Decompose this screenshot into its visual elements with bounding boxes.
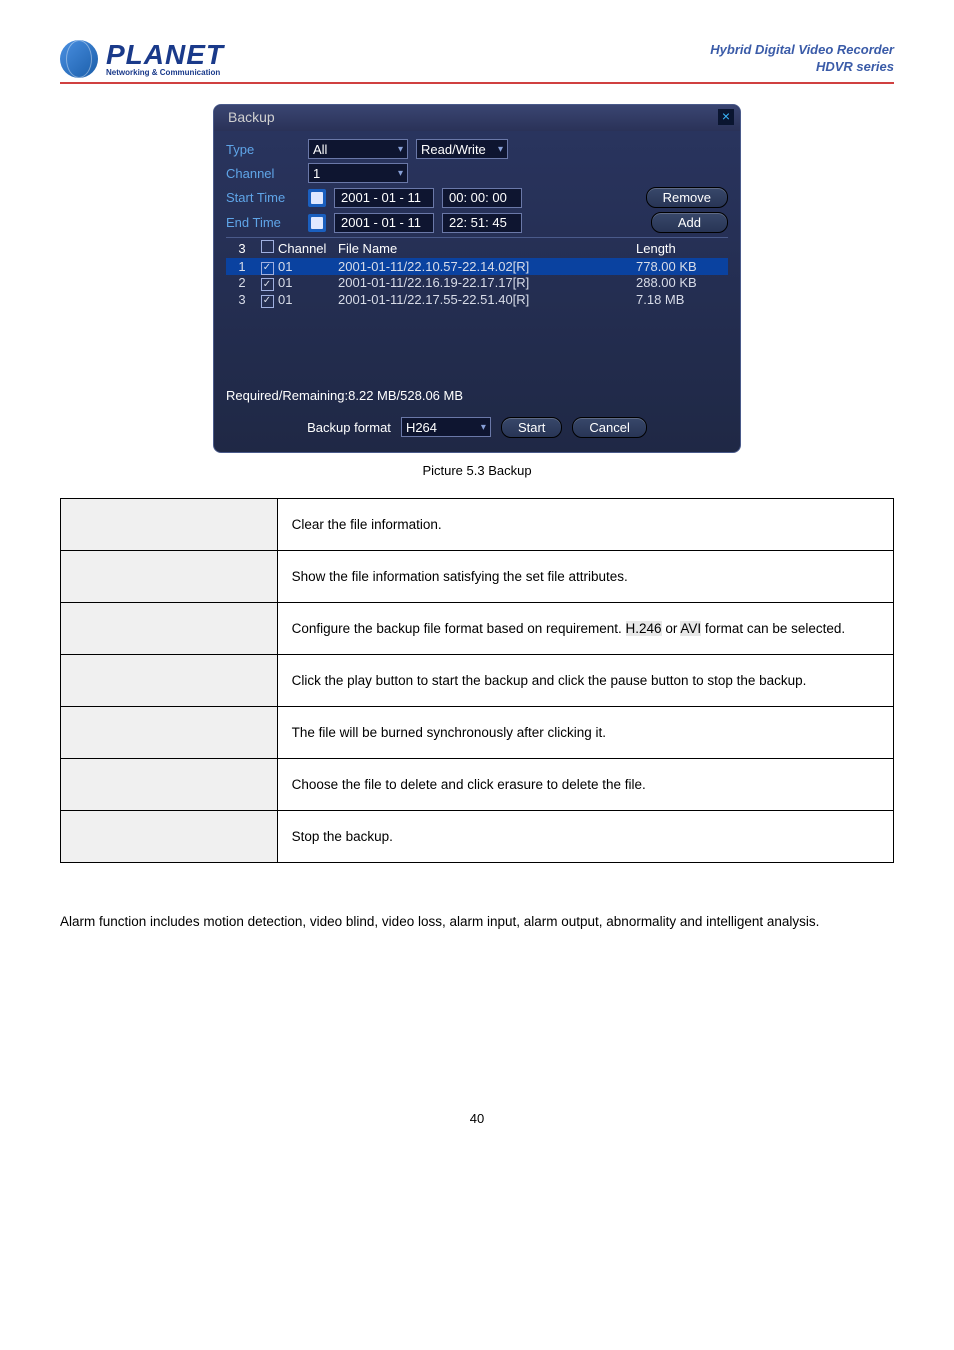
table-row: The file will be burned synchronously af… (61, 706, 894, 758)
start-time-input[interactable]: 00: 00: 00 (442, 188, 522, 208)
list-row[interactable]: 1 ✓ 01 2001-01-11/22.10.57-22.14.02[R] 7… (226, 258, 728, 275)
col-filename: File Name (338, 241, 636, 256)
header-checkbox[interactable] (256, 240, 278, 256)
calendar-icon[interactable] (308, 214, 326, 232)
desc-cell: Click the play button to start the backu… (277, 654, 893, 706)
desc-cell: Stop the backup. (277, 810, 893, 862)
table-row: Stop the backup. (61, 810, 894, 862)
header-title-line2: HDVR series (710, 59, 894, 76)
dialog-title-bar: Backup × (214, 105, 740, 131)
page-number: 40 (60, 1111, 894, 1126)
channel-label: Channel (226, 166, 300, 181)
col-length: Length (636, 241, 726, 256)
end-time-input[interactable]: 22: 51: 45 (442, 213, 522, 233)
desc-cell: Choose the file to delete and click eras… (277, 758, 893, 810)
remove-button[interactable]: Remove (646, 187, 728, 208)
format-dropdown[interactable]: H264 (401, 417, 491, 437)
figure-caption: Picture 5.3 Backup (60, 463, 894, 478)
desc-cell: Clear the file information. (277, 498, 893, 550)
start-time-label: Start Time (226, 190, 300, 205)
logo-globe-icon (60, 40, 98, 78)
row-checkbox[interactable]: ✓ (256, 275, 278, 292)
description-table: Clear the file information. Show the fil… (60, 498, 894, 863)
desc-cell: The file will be burned synchronously af… (277, 706, 893, 758)
list-row[interactable]: 3 ✓ 01 2001-01-11/22.17.55-22.51.40[R] 7… (226, 291, 728, 308)
start-button[interactable]: Start (501, 417, 562, 438)
end-time-label: End Time (226, 215, 300, 230)
list-count: 3 (228, 241, 256, 256)
readwrite-dropdown[interactable]: Read/Write (416, 139, 508, 159)
table-row: Configure the backup file format based o… (61, 602, 894, 654)
col-channel: Channel (278, 241, 338, 256)
format-label: Backup format (307, 420, 391, 435)
cancel-button[interactable]: Cancel (572, 417, 646, 438)
end-date-input[interactable]: 2001 - 01 - 11 (334, 213, 434, 233)
dialog-title: Backup (228, 109, 275, 125)
list-row[interactable]: 2 ✓ 01 2001-01-11/22.16.19-22.17.17[R] 2… (226, 275, 728, 292)
page-header: PLANET Networking & Communication Hybrid… (60, 40, 894, 84)
header-title: Hybrid Digital Video Recorder HDVR serie… (710, 42, 894, 76)
table-row: Show the file information satisfying the… (61, 550, 894, 602)
table-row: Click the play button to start the backu… (61, 654, 894, 706)
logo: PLANET Networking & Communication (60, 40, 224, 78)
desc-cell: Configure the backup file format based o… (277, 602, 893, 654)
close-icon[interactable]: × (718, 109, 734, 125)
add-button[interactable]: Add (651, 212, 728, 233)
list-header: 3 Channel File Name Length (226, 240, 728, 256)
calendar-icon[interactable] (308, 189, 326, 207)
start-date-input[interactable]: 2001 - 01 - 11 (334, 188, 434, 208)
channel-dropdown[interactable]: 1 (308, 163, 408, 183)
logo-main-text: PLANET (106, 41, 224, 69)
table-row: Clear the file information. (61, 498, 894, 550)
backup-dialog: Backup × Type All Read/Write Channel 1 S… (213, 104, 741, 453)
alarm-paragraph: Alarm function includes motion detection… (60, 913, 894, 932)
table-row: Choose the file to delete and click eras… (61, 758, 894, 810)
file-list: 3 Channel File Name Length 1 ✓ 01 2001-0… (226, 237, 728, 308)
type-dropdown[interactable]: All (308, 139, 408, 159)
row-checkbox[interactable]: ✓ (256, 291, 278, 308)
type-label: Type (226, 142, 300, 157)
desc-cell: Show the file information satisfying the… (277, 550, 893, 602)
row-checkbox[interactable]: ✓ (256, 258, 278, 275)
logo-sub-text: Networking & Communication (106, 69, 224, 77)
header-title-line1: Hybrid Digital Video Recorder (710, 42, 894, 59)
status-text: Required/Remaining:8.22 MB/528.06 MB (226, 388, 728, 403)
